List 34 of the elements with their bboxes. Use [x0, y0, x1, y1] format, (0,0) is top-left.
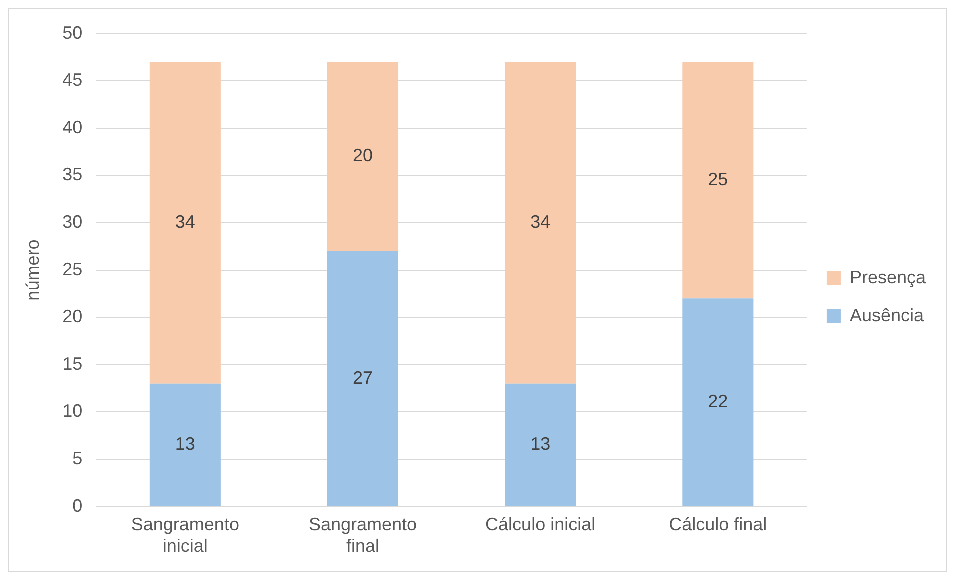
data-label: 22 [708, 391, 728, 412]
data-label: 34 [530, 212, 551, 232]
y-axis-title: número [22, 240, 43, 301]
x-tick-label: Sangramento final [308, 514, 418, 556]
bar [150, 384, 221, 506]
y-tick-label: 10 [62, 401, 83, 422]
legend-label: Presença [850, 267, 927, 288]
data-label: 13 [175, 434, 196, 454]
data-label: 27 [352, 368, 374, 388]
bar [682, 298, 754, 506]
bar [505, 62, 576, 384]
bar [327, 251, 399, 506]
bar [150, 62, 221, 384]
y-tick-label: 0 [72, 496, 83, 516]
y-tick-label: 40 [62, 117, 83, 138]
x-tick-label: Cálculo final [669, 514, 768, 535]
data-label: 34 [175, 212, 196, 232]
bar [327, 62, 399, 252]
x-tick-label: Cálculo inicial [486, 514, 596, 535]
y-tick-label: 45 [62, 70, 83, 90]
y-tick-label: 25 [62, 259, 83, 280]
data-label: 20 [352, 146, 374, 166]
y-tick-label: 35 [62, 164, 83, 185]
y-tick-label: 50 [62, 22, 83, 43]
data-label: 13 [530, 434, 551, 454]
y-tick-label: 30 [62, 212, 83, 232]
bar [505, 384, 576, 506]
bar [682, 62, 754, 299]
y-tick-label: 15 [62, 354, 83, 374]
y-tick-label: 5 [72, 448, 83, 468]
legend-label: Ausência [850, 305, 925, 326]
data-label: 25 [708, 169, 728, 190]
y-tick-label: 20 [62, 306, 83, 327]
x-tick-label: Sangramento inicial [131, 514, 240, 556]
